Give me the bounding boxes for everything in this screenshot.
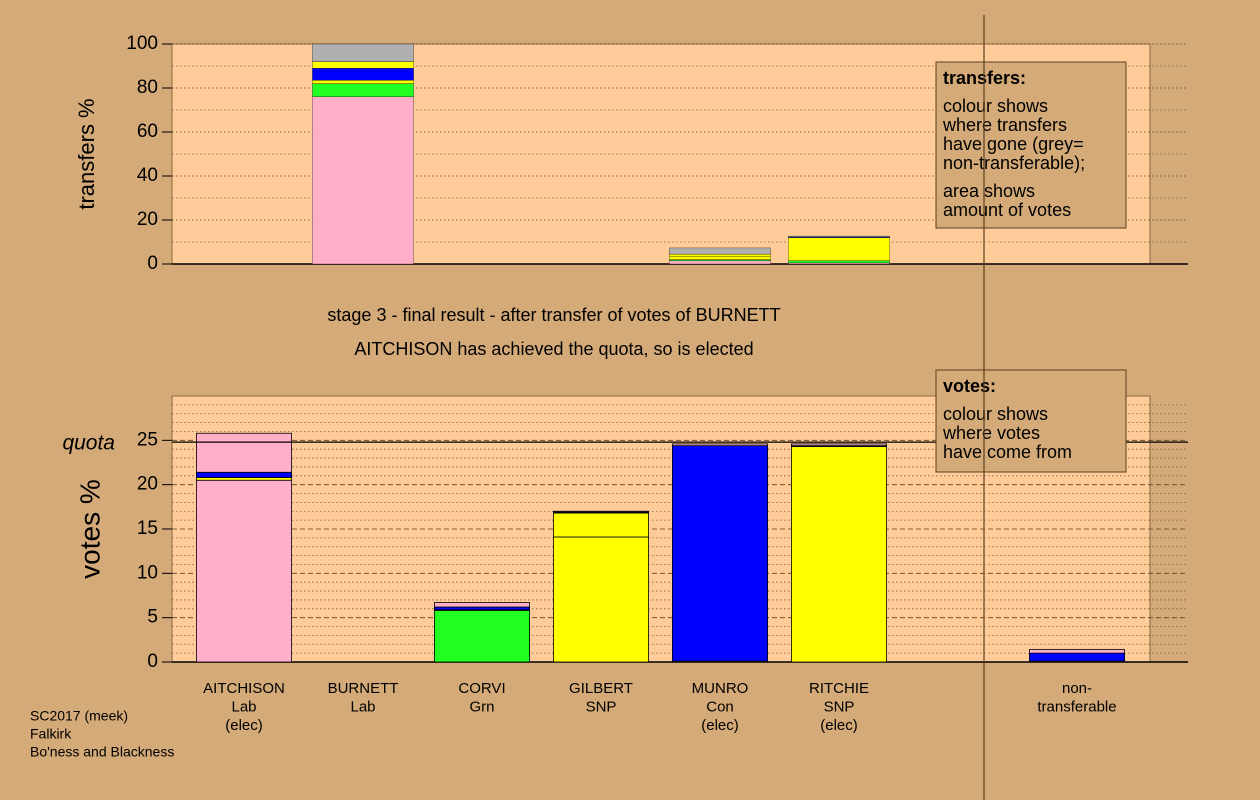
x-tick-label: RITCHIE [809, 680, 869, 697]
bar-segment [312, 68, 414, 81]
footer-text: SC2017 (meek) [30, 708, 128, 724]
y-tick-label: 0 [147, 651, 158, 672]
legend-text: non-transferable); [943, 153, 1085, 173]
quota-label: quota [62, 432, 115, 455]
x-tick-label: GILBERT [569, 680, 633, 697]
bar-segment [195, 432, 292, 473]
y-tick-label: 20 [137, 209, 158, 230]
bar-segment [672, 443, 769, 447]
bar-segment [312, 83, 414, 97]
x-tick-label: (elec) [701, 717, 739, 734]
legend-text: amount of votes [943, 200, 1071, 220]
bar-segment [669, 247, 771, 255]
bar-segment [669, 259, 771, 261]
legend-box [935, 61, 1127, 229]
legend-box [935, 369, 1127, 473]
x-tick-label: non- [1062, 680, 1092, 697]
bar-segment [788, 235, 890, 238]
x-tick-label: Lab [231, 698, 256, 715]
legend-text: have gone (grey= [943, 134, 1084, 154]
x-tick-label: (elec) [225, 717, 263, 734]
footer-text: Bo'ness and Blackness [30, 744, 174, 760]
x-tick-label: Lab [350, 698, 375, 715]
bar-segment [433, 610, 530, 663]
bar-segment [788, 262, 890, 265]
y-tick-label: 20 [137, 474, 158, 495]
x-tick-label: BURNETT [328, 680, 399, 697]
bar-segment [672, 445, 769, 662]
x-tick-label: CORVI [458, 680, 505, 697]
bar-segment [669, 253, 771, 257]
x-tick-label: (elec) [820, 717, 858, 734]
y-tick-label: 100 [126, 33, 158, 54]
bar-segment [791, 443, 888, 447]
x-tick-label: AITCHISON [203, 680, 285, 697]
bar-segment [788, 260, 890, 264]
y-tick-label: 10 [137, 562, 158, 583]
stage-text: stage 3 - final result - after transfer … [327, 305, 780, 325]
bar-segment [553, 536, 650, 663]
legend-text: where transfers [942, 115, 1067, 135]
bar-segment [195, 471, 292, 478]
legend-title: votes: [943, 376, 996, 396]
y-tick-label: 0 [147, 253, 158, 274]
bar-segment [553, 510, 650, 513]
stage-text: AITCHISON has achieved the quota, so is … [354, 339, 753, 359]
y-axis-label: votes % [74, 479, 105, 579]
x-tick-label: Grn [469, 698, 494, 715]
bar-segment [669, 260, 771, 265]
bar-segment [1029, 649, 1126, 654]
bar-segment [553, 512, 650, 538]
bar-segment [312, 96, 414, 265]
bar-segment [788, 237, 890, 261]
y-tick-label: 40 [137, 165, 158, 186]
x-tick-label: SNP [586, 698, 617, 715]
x-tick-label: MUNRO [692, 680, 749, 697]
legend-text: colour shows [943, 96, 1048, 116]
x-tick-label: transferable [1037, 698, 1116, 715]
bar-segment [312, 43, 414, 62]
y-axis-label: transfers % [74, 98, 99, 209]
bar-segment [1029, 652, 1126, 662]
bar-segment [433, 602, 530, 608]
y-tick-label: 15 [137, 518, 158, 539]
bar-segment [195, 479, 292, 663]
x-tick-label: Con [706, 698, 734, 715]
legend-text: colour shows [943, 404, 1048, 424]
y-tick-label: 80 [137, 77, 158, 98]
y-tick-label: 60 [137, 121, 158, 142]
bar-segment [791, 446, 888, 663]
bar-segment [669, 256, 771, 260]
y-tick-label: 5 [147, 607, 158, 628]
y-tick-label: 25 [137, 429, 158, 450]
legend-text: area shows [943, 181, 1035, 201]
x-tick-label: SNP [824, 698, 855, 715]
legend-text: where votes [942, 423, 1040, 443]
bar-segment [312, 61, 414, 69]
footer-text: Falkirk [30, 726, 72, 742]
legend-text: have come from [943, 442, 1072, 462]
bar-segment [312, 80, 414, 84]
